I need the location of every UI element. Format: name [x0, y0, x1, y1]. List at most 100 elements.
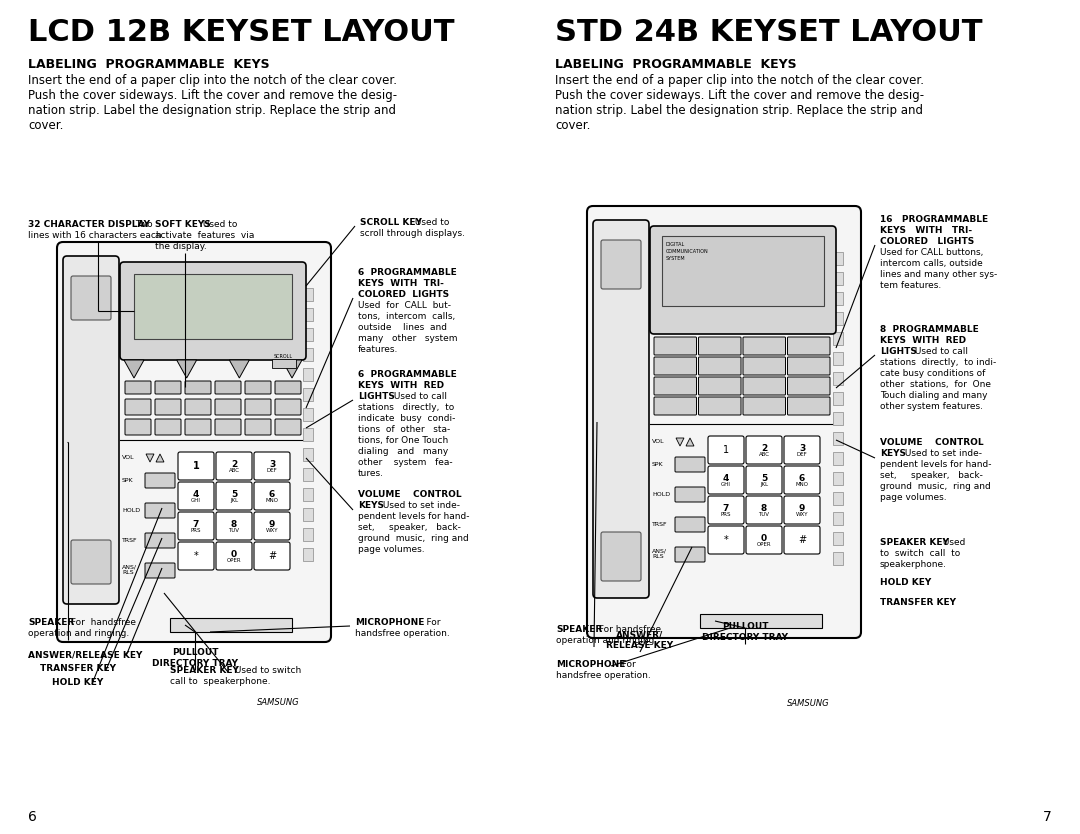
Text: SCROLL: SCROLL [274, 354, 293, 359]
Bar [662, 236, 824, 306]
Text: many   other   system: many other system [357, 334, 458, 343]
Text: MNO: MNO [266, 498, 279, 503]
Bar [833, 352, 843, 365]
FancyBboxPatch shape [593, 220, 649, 598]
Text: ground  music,  ring and: ground music, ring and [880, 482, 990, 491]
Text: Used to call: Used to call [391, 392, 447, 401]
Text: KEYS   WITH   TRI-: KEYS WITH TRI- [880, 226, 972, 235]
Text: MICROPHONE: MICROPHONE [556, 660, 625, 669]
Text: 0: 0 [231, 550, 238, 559]
FancyBboxPatch shape [743, 377, 785, 395]
FancyBboxPatch shape [254, 452, 291, 480]
Text: 5: 5 [231, 490, 238, 499]
Text: KEYS  WITH  TRI-: KEYS WITH TRI- [357, 279, 444, 288]
Text: Insert the end of a paper clip into the notch of the clear cover.
Push the cover: Insert the end of a paper clip into the … [555, 74, 924, 132]
FancyBboxPatch shape [216, 452, 252, 480]
FancyBboxPatch shape [708, 526, 744, 554]
Text: STD 24B KEYSET LAYOUT: STD 24B KEYSET LAYOUT [555, 18, 983, 47]
Text: set,     speaker,   back-: set, speaker, back- [357, 523, 461, 532]
FancyBboxPatch shape [675, 487, 705, 502]
FancyBboxPatch shape [784, 526, 820, 554]
FancyBboxPatch shape [787, 377, 831, 395]
FancyBboxPatch shape [57, 242, 330, 642]
Text: COMMUNICATION: COMMUNICATION [666, 249, 708, 254]
Text: features.: features. [357, 345, 399, 354]
Text: SCROLL KEY: SCROLL KEY [360, 218, 422, 227]
Text: OPER: OPER [757, 542, 771, 547]
Text: KEYS  WITH  RED: KEYS WITH RED [880, 336, 967, 345]
FancyBboxPatch shape [275, 399, 301, 415]
FancyBboxPatch shape [245, 419, 271, 435]
FancyBboxPatch shape [145, 563, 175, 578]
FancyBboxPatch shape [675, 547, 705, 562]
FancyBboxPatch shape [784, 466, 820, 494]
FancyBboxPatch shape [275, 419, 301, 435]
Polygon shape [686, 438, 694, 446]
Text: pendent levels for hand-: pendent levels for hand- [880, 460, 991, 469]
Text: scroll through displays.: scroll through displays. [360, 229, 465, 238]
FancyBboxPatch shape [743, 337, 785, 355]
FancyBboxPatch shape [71, 276, 111, 320]
Text: Used to call: Used to call [912, 347, 968, 356]
Text: KEYS  WITH  RED: KEYS WITH RED [357, 381, 444, 390]
Text: 9: 9 [269, 520, 275, 529]
Text: *: * [724, 535, 728, 545]
Bar [303, 548, 313, 561]
Text: HOLD KEY: HOLD KEY [880, 578, 931, 587]
Text: SPK: SPK [122, 478, 134, 483]
Text: LABELING  PROGRAMMABLE  KEYS: LABELING PROGRAMMABLE KEYS [555, 58, 797, 71]
Text: operation and ringing.: operation and ringing. [28, 629, 130, 638]
Text: tions  of  other   sta-: tions of other sta- [357, 425, 450, 434]
Text: handsfree operation.: handsfree operation. [355, 629, 449, 638]
Bar [303, 528, 313, 541]
Text: intercom calls, outside: intercom calls, outside [880, 259, 983, 268]
Text: Used  for  CALL  but-: Used for CALL but- [357, 301, 451, 310]
Text: SOFT KEYS: SOFT KEYS [156, 220, 211, 229]
FancyBboxPatch shape [699, 397, 741, 415]
Text: 1: 1 [723, 445, 729, 455]
FancyBboxPatch shape [145, 473, 175, 488]
Text: PULLOUT: PULLOUT [721, 622, 768, 631]
FancyBboxPatch shape [125, 419, 151, 435]
FancyBboxPatch shape [254, 482, 291, 510]
FancyBboxPatch shape [275, 381, 301, 394]
Bar [303, 468, 313, 481]
Text: Used to set inde-: Used to set inde- [380, 501, 460, 510]
FancyBboxPatch shape [654, 337, 697, 355]
Text: WXY: WXY [266, 528, 279, 533]
Text: cate busy conditions of: cate busy conditions of [880, 369, 985, 378]
Text: DIGITAL: DIGITAL [666, 242, 685, 247]
Polygon shape [177, 360, 197, 378]
Bar [833, 252, 843, 265]
FancyBboxPatch shape [178, 542, 214, 570]
Text: tem features.: tem features. [880, 281, 942, 290]
Text: tures.: tures. [357, 469, 384, 478]
Text: 6: 6 [269, 490, 275, 499]
Text: other  stations,  for  One: other stations, for One [880, 380, 991, 389]
Bar [303, 288, 313, 301]
Bar [303, 388, 313, 401]
Bar [272, 359, 296, 368]
Text: GHI: GHI [721, 482, 731, 487]
Polygon shape [156, 454, 164, 462]
Text: LCD 12B KEYSET LAYOUT: LCD 12B KEYSET LAYOUT [28, 18, 455, 47]
Text: other system features.: other system features. [880, 402, 983, 411]
Text: WXY: WXY [796, 512, 808, 517]
FancyBboxPatch shape [120, 262, 306, 360]
Bar [303, 508, 313, 521]
FancyBboxPatch shape [699, 337, 741, 355]
Text: set,     speaker,   back-: set, speaker, back- [880, 471, 983, 480]
Polygon shape [676, 438, 684, 446]
Text: 32 CHARACTER DISPLAY: 32 CHARACTER DISPLAY [28, 220, 150, 229]
Bar [303, 348, 313, 361]
Bar [833, 552, 843, 565]
Bar [833, 512, 843, 525]
Polygon shape [146, 454, 154, 462]
Text: handsfree operation.: handsfree operation. [556, 671, 651, 680]
Text: LIGHTS: LIGHTS [357, 392, 395, 401]
Text: page volumes.: page volumes. [357, 545, 424, 554]
FancyBboxPatch shape [600, 240, 642, 289]
Text: JKL: JKL [760, 482, 768, 487]
Text: SPK: SPK [652, 461, 663, 466]
Text: VOL: VOL [122, 455, 135, 460]
